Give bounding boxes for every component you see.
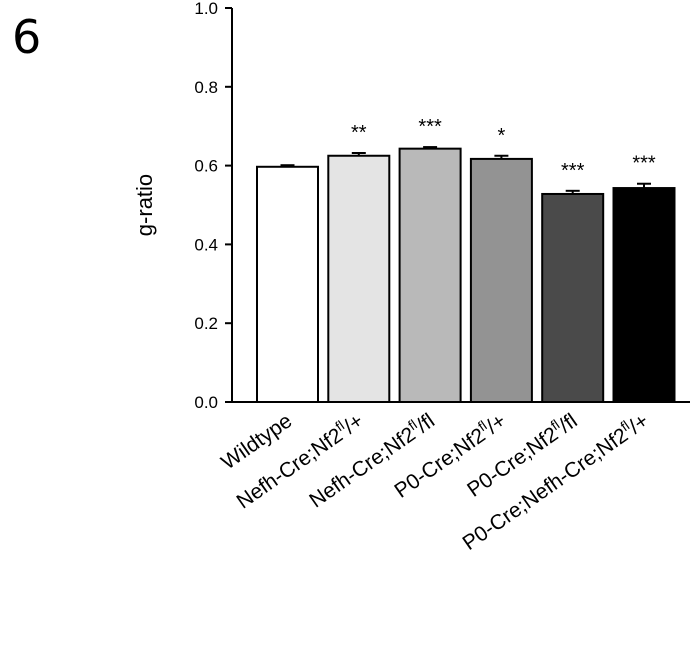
significance-label-3: *** <box>418 116 442 138</box>
y-tick-label-0: 0.0 <box>194 393 218 412</box>
category-label-2: Nefh-Cre;Nf2fl/+ <box>231 407 368 514</box>
bar-6 <box>612 187 676 403</box>
y-tick-label-5: 1.0 <box>194 0 218 18</box>
axes <box>231 8 690 403</box>
category-suffix-3: /fl <box>412 409 439 437</box>
error-bars <box>280 146 651 194</box>
y-ticks: 0.0 0.2 0.4 0.6 0.8 1.0 <box>194 0 232 412</box>
category-labels: WildtypeNefh-Cre;Nf2fl/+Nefh-Cre;Nf2fl/f… <box>217 407 653 555</box>
y-tick-label-3: 0.6 <box>194 157 218 176</box>
bar-4 <box>469 157 533 403</box>
significance-label-4: * <box>498 125 506 147</box>
y-tick-label-1: 0.2 <box>194 314 218 333</box>
significance-label-5: *** <box>561 160 585 182</box>
significance-label-6: *** <box>632 153 656 175</box>
bar-2 <box>327 154 391 403</box>
y-tick-label-4: 0.8 <box>194 78 218 97</box>
y-tick-label-2: 0.4 <box>194 235 218 254</box>
category-suffix-6: /+ <box>625 409 653 438</box>
bar-5 <box>541 192 605 403</box>
category-suffix-5: /fl <box>555 409 582 437</box>
significance-labels: ** *** **** *** <box>351 116 656 182</box>
category-label-3: Nefh-Cre;Nf2fl/fl <box>304 407 439 513</box>
y-axis-title: g-ratio <box>132 174 157 236</box>
category-suffix-4: /+ <box>482 409 510 438</box>
panel-label: 6 <box>12 10 42 64</box>
bar-3 <box>398 147 462 403</box>
bars <box>256 147 676 403</box>
bar-1 <box>256 165 319 403</box>
significance-label-2: ** <box>351 122 367 144</box>
category-suffix-2: /+ <box>340 409 368 438</box>
